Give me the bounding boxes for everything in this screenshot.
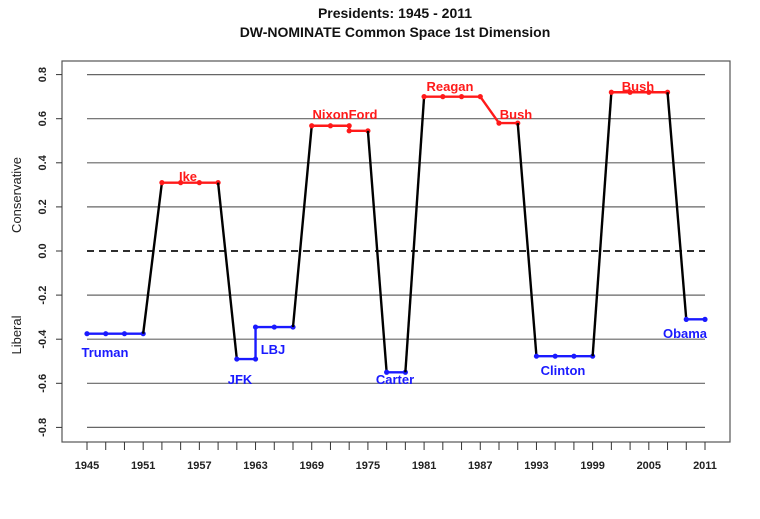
data-point	[159, 180, 165, 186]
data-point	[196, 180, 202, 186]
data-point	[552, 353, 558, 359]
y-tick-label: 0.0	[37, 243, 49, 258]
transition-line	[141, 182, 164, 334]
data-point	[84, 331, 90, 337]
transition-line	[404, 96, 426, 373]
y-tick-label: -0.8	[37, 418, 49, 437]
transition-line	[366, 130, 388, 373]
y-label-liberal: Liberal	[9, 315, 24, 354]
data-point	[702, 316, 708, 322]
data-point	[309, 123, 315, 129]
data-point	[683, 316, 689, 322]
x-tick-label: 1981	[412, 460, 436, 472]
president-label: Reagan	[427, 79, 474, 94]
data-point	[234, 356, 240, 362]
data-point	[103, 331, 109, 337]
data-point	[571, 353, 577, 359]
x-tick-label: 1999	[580, 460, 604, 472]
data-point	[627, 89, 633, 95]
y-tick-label: 0.8	[37, 67, 49, 82]
president-label: NixonFord	[313, 107, 378, 122]
x-tick-label: 1993	[524, 460, 548, 472]
transition-line	[666, 92, 688, 320]
chart-title: Presidents: 1945 - 2011	[318, 5, 472, 21]
x-tick-label: 1945	[75, 460, 99, 472]
x-tick-label: 1987	[468, 460, 492, 472]
x-tick-label: 1975	[356, 460, 380, 472]
transition-line	[516, 123, 538, 357]
transition-line	[479, 95, 500, 124]
president-label: Bush	[622, 79, 655, 94]
data-point	[271, 324, 277, 330]
transition-line	[216, 182, 239, 360]
data-point	[421, 94, 427, 100]
x-tick-label: 2005	[637, 460, 661, 472]
president-label: Bush	[500, 107, 533, 122]
y-tick-label: 0.2	[37, 199, 49, 214]
data-point	[440, 94, 446, 100]
president-label: Clinton	[541, 363, 586, 378]
x-tick-label: 1969	[299, 460, 323, 472]
data-point	[327, 123, 334, 129]
transition-line	[291, 125, 313, 328]
president-label: Ike	[179, 169, 197, 184]
data-point	[252, 324, 259, 330]
data-point	[384, 369, 390, 375]
y-tick-label: -0.4	[37, 329, 49, 349]
y-tick-label: -0.6	[37, 374, 49, 393]
x-tick-label: 1963	[243, 460, 267, 472]
y-tick-label: 0.6	[37, 111, 49, 126]
transition-line	[591, 92, 613, 357]
y-label-conservative: Conservative	[9, 157, 24, 233]
president-label: LBJ	[261, 342, 286, 357]
data-point	[346, 128, 352, 134]
y-tick-label: -0.2	[37, 286, 49, 305]
president-label: Carter	[376, 372, 414, 387]
data-point	[608, 89, 614, 95]
chart-subtitle: DW-NOMINATE Common Space 1st Dimension	[240, 24, 551, 40]
president-label: Truman	[82, 345, 129, 360]
data-point	[121, 331, 128, 337]
data-point	[496, 120, 502, 126]
president-label: JFK	[228, 372, 253, 387]
x-tick-label: 1957	[187, 460, 211, 472]
president-label: Obama	[663, 326, 708, 341]
data-point	[178, 180, 184, 186]
x-tick-label: 2011	[693, 460, 717, 472]
data-point	[533, 353, 540, 359]
data-point	[458, 94, 465, 100]
x-tick-label: 1951	[131, 460, 155, 472]
data-point	[646, 89, 652, 95]
y-tick-label: 0.4	[37, 154, 49, 170]
